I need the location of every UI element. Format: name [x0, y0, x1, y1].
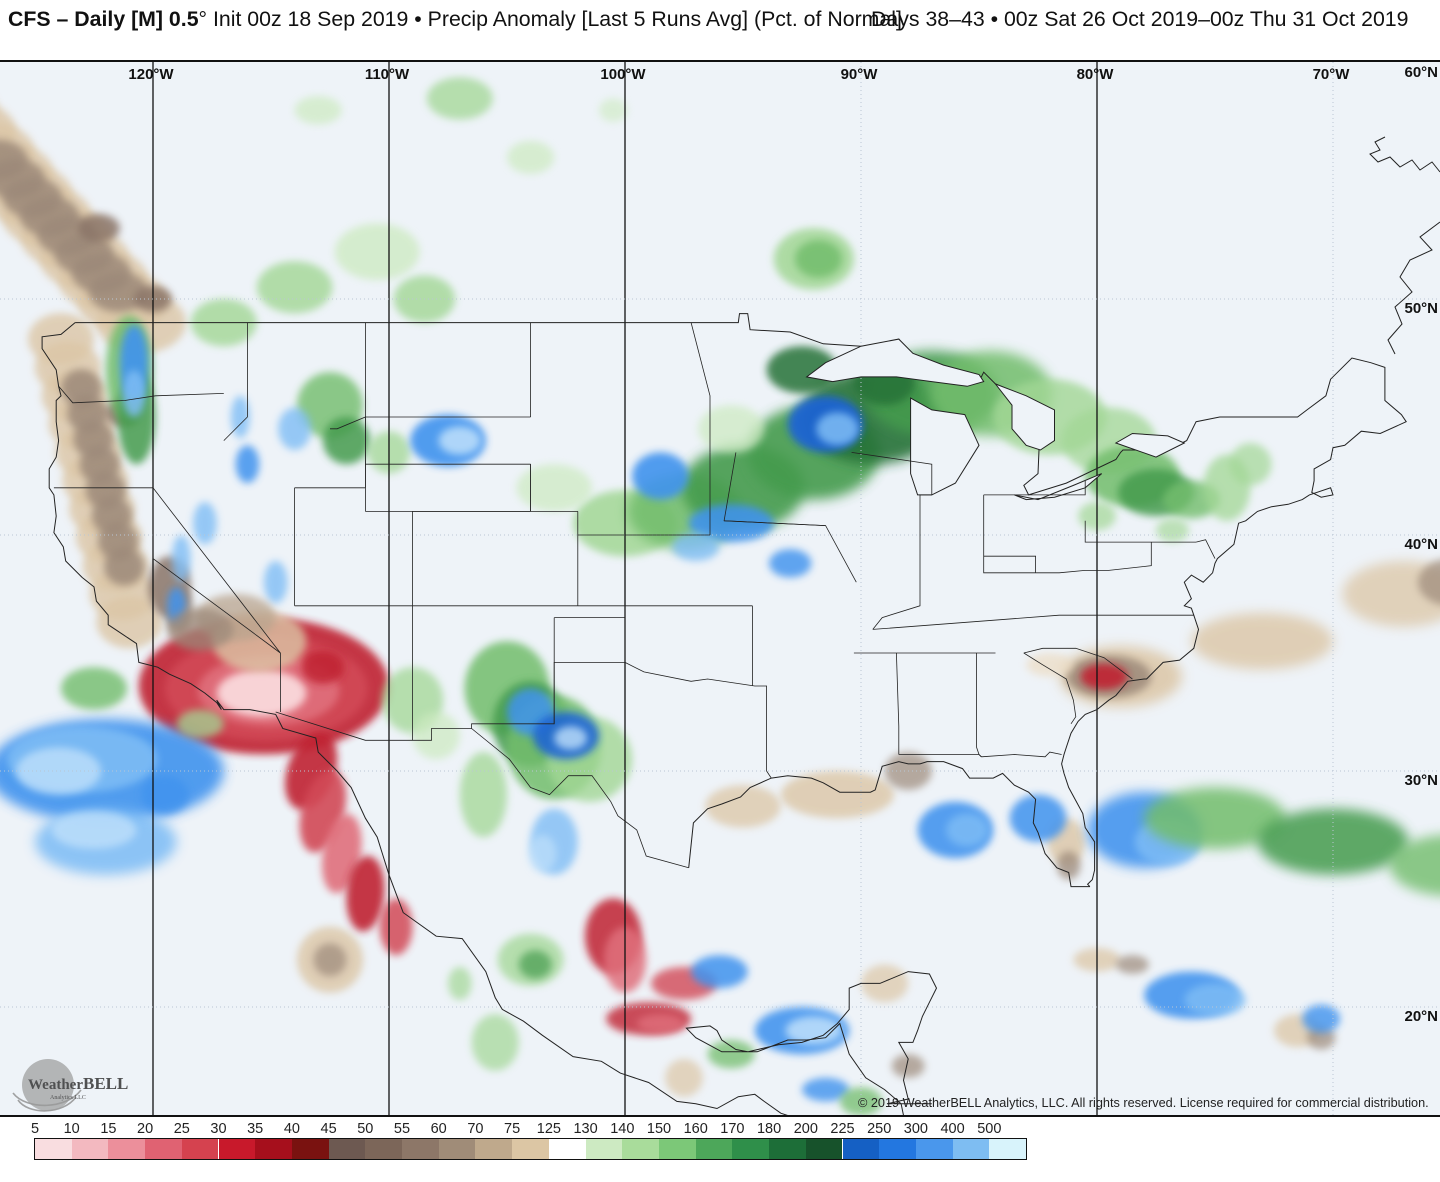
- svg-text:20°N: 20°N: [1404, 1008, 1438, 1025]
- svg-text:60°N: 60°N: [1404, 64, 1438, 81]
- svg-text:70°W: 70°W: [1313, 66, 1351, 83]
- svg-text:120°W: 120°W: [128, 66, 174, 83]
- svg-text:100°W: 100°W: [600, 66, 646, 83]
- svg-text:50°N: 50°N: [1404, 300, 1438, 317]
- svg-text:80°W: 80°W: [1077, 66, 1115, 83]
- svg-text:110°W: 110°W: [365, 66, 410, 83]
- svg-text:90°W: 90°W: [841, 66, 879, 83]
- svg-text:WeatherBELL: WeatherBELL: [28, 1074, 128, 1093]
- svg-text:40°N: 40°N: [1404, 536, 1438, 553]
- svg-text:30°N: 30°N: [1404, 772, 1438, 789]
- svg-text:Analytics LLC: Analytics LLC: [50, 1095, 86, 1101]
